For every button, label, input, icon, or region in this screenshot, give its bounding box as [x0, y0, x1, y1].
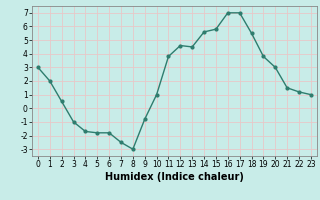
X-axis label: Humidex (Indice chaleur): Humidex (Indice chaleur) — [105, 172, 244, 182]
